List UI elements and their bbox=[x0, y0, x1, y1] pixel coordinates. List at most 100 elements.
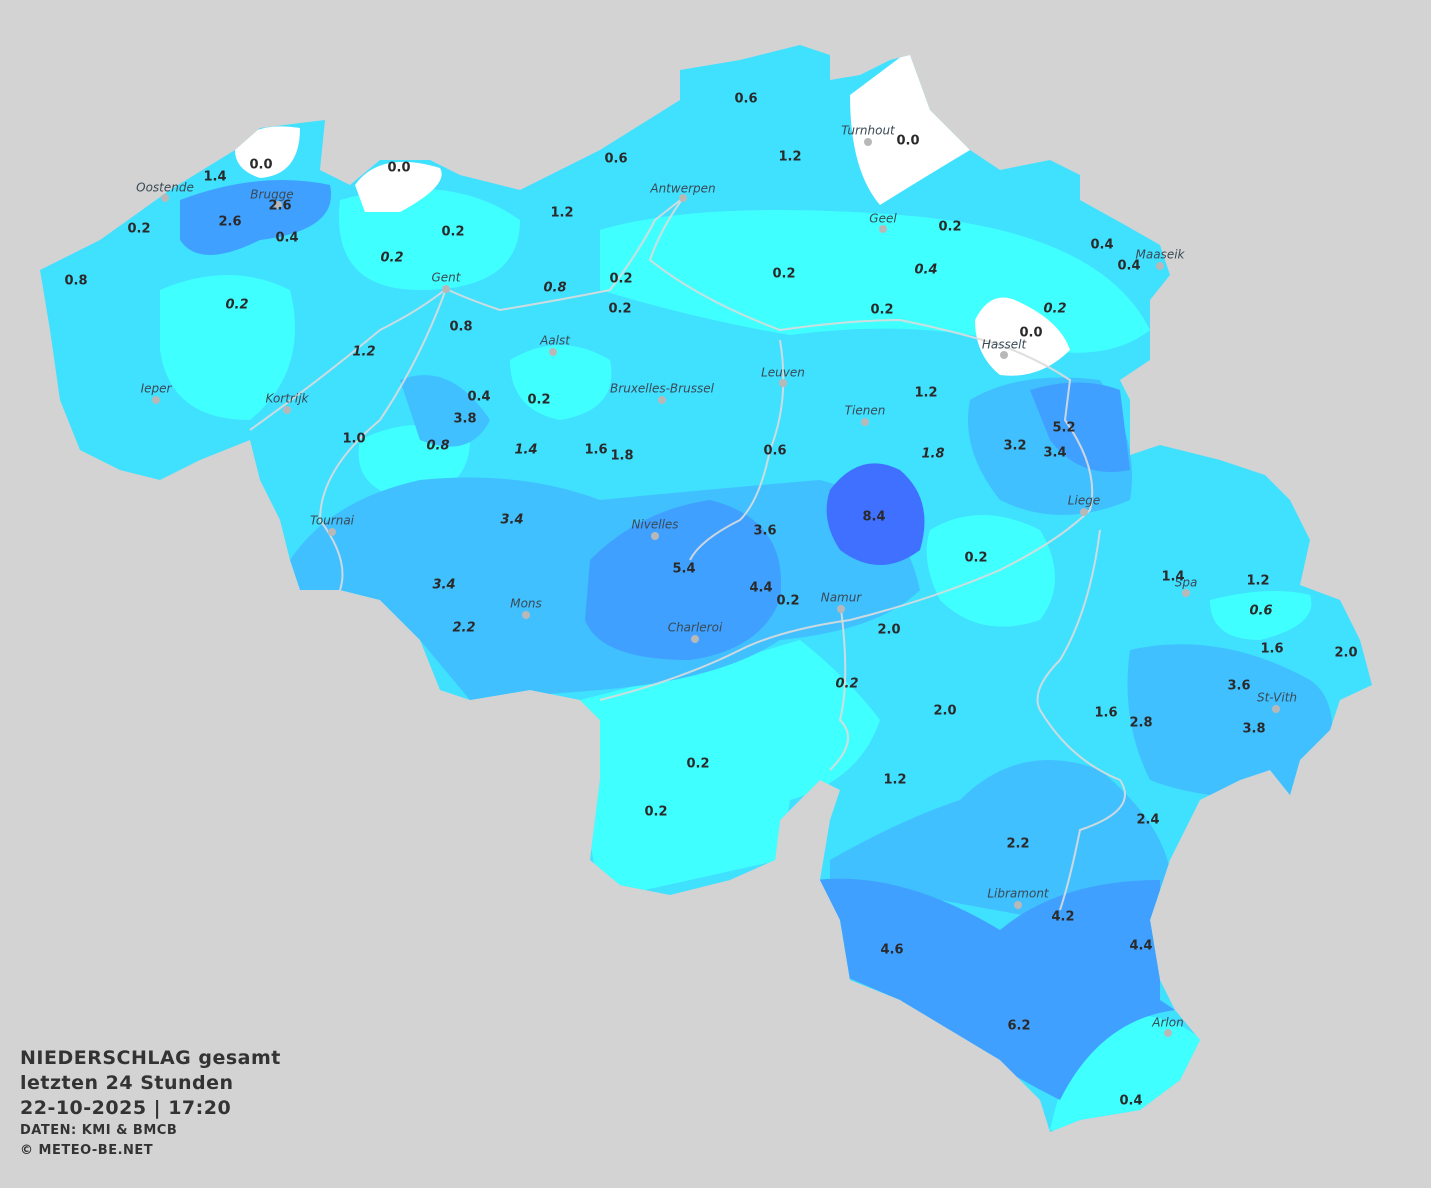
precipitation-value: 1.2 bbox=[1246, 574, 1269, 589]
precipitation-value: 2.2 bbox=[452, 621, 475, 636]
precipitation-value: 1.2 bbox=[352, 345, 375, 360]
precipitation-value: 0.0 bbox=[387, 161, 410, 176]
precipitation-value: 2.0 bbox=[877, 623, 900, 638]
precipitation-value: 3.8 bbox=[1242, 722, 1265, 737]
precipitation-value: 0.4 bbox=[1090, 238, 1113, 253]
precipitation-value: 3.4 bbox=[432, 578, 455, 593]
city-marker bbox=[679, 194, 687, 202]
zone-none bbox=[235, 126, 300, 178]
precipitation-value: 0.4 bbox=[1119, 1094, 1142, 1109]
legend: NIEDERSCHLAG gesamt letzten 24 Stunden 2… bbox=[20, 1046, 281, 1161]
precipitation-value: 1.4 bbox=[1161, 570, 1184, 585]
precipitation-value: 1.2 bbox=[778, 150, 801, 165]
precipitation-value: 4.2 bbox=[1051, 910, 1074, 925]
precipitation-value: 0.2 bbox=[441, 225, 464, 240]
precipitation-value: 8.4 bbox=[862, 510, 885, 525]
precipitation-value: 2.2 bbox=[1006, 837, 1029, 852]
city-marker bbox=[328, 528, 336, 536]
city-marker bbox=[152, 396, 160, 404]
precipitation-value: 0.2 bbox=[609, 272, 632, 287]
city-label: Mons bbox=[510, 597, 542, 611]
precipitation-value: 0.2 bbox=[644, 805, 667, 820]
city-marker bbox=[837, 605, 845, 613]
city-label: St-Vith bbox=[1257, 691, 1297, 705]
precipitation-value: 0.4 bbox=[914, 263, 937, 278]
city-marker bbox=[1272, 705, 1280, 713]
precipitation-value: 0.4 bbox=[275, 231, 298, 246]
precipitation-value: 0.0 bbox=[1019, 326, 1042, 341]
precipitation-value: 0.6 bbox=[604, 152, 627, 167]
precipitation-value: 0.0 bbox=[249, 158, 272, 173]
precipitation-value: 0.2 bbox=[964, 551, 987, 566]
city-label: Antwerpen bbox=[649, 182, 715, 196]
city-marker bbox=[161, 194, 169, 202]
precipitation-value: 0.2 bbox=[776, 594, 799, 609]
precipitation-value: 0.2 bbox=[938, 220, 961, 235]
precipitation-value: 1.8 bbox=[921, 447, 944, 462]
zone-very-low bbox=[510, 345, 612, 420]
precipitation-value: 3.6 bbox=[1227, 679, 1250, 694]
river-line bbox=[249, 197, 1094, 701]
precipitation-value: 3.4 bbox=[1043, 446, 1066, 461]
precipitation-value: 2.6 bbox=[268, 199, 291, 214]
city-marker bbox=[1164, 1029, 1172, 1037]
precipitation-value: 0.8 bbox=[64, 274, 87, 289]
precipitation-value: 0.6 bbox=[763, 444, 786, 459]
precipitation-value: 2.0 bbox=[933, 704, 956, 719]
legend-copyright: © METEO-BE.NET bbox=[20, 1143, 154, 1158]
precipitation-value: 3.8 bbox=[453, 412, 476, 427]
precipitation-value: 0.2 bbox=[686, 757, 709, 772]
precipitation-value: 3.4 bbox=[500, 513, 523, 528]
precipitation-value: 1.4 bbox=[203, 170, 226, 185]
precipitation-value: 0.2 bbox=[127, 222, 150, 237]
city-label: Gent bbox=[432, 271, 462, 285]
city-label: Charleroi bbox=[668, 621, 723, 635]
precipitation-value: 0.6 bbox=[1249, 604, 1272, 619]
precipitation-value: 2.6 bbox=[218, 215, 241, 230]
city-label: Oostende bbox=[136, 181, 194, 195]
precipitation-value: 6.2 bbox=[1007, 1019, 1030, 1034]
zone-very-low bbox=[1210, 591, 1312, 640]
precipitation-value: 0.0 bbox=[896, 134, 919, 149]
zone-very-low bbox=[339, 188, 520, 290]
precipitation-value: 3.2 bbox=[1003, 439, 1026, 454]
precipitation-value: 1.6 bbox=[1260, 642, 1283, 657]
zone-high bbox=[585, 500, 782, 660]
precipitation-value: 0.2 bbox=[225, 298, 248, 313]
river-line bbox=[829, 608, 849, 771]
rivers bbox=[249, 197, 1126, 911]
river-line bbox=[689, 339, 785, 561]
river-line bbox=[1036, 529, 1126, 911]
zone-high bbox=[1030, 382, 1130, 472]
precipitation-value: 2.0 bbox=[1334, 646, 1357, 661]
city-label: Tienen bbox=[845, 404, 886, 418]
precipitation-values: 0.6 1.2 0.0 0.0 1.4 2.6 2.6 0.2 0.4 0.8 0.2 0.0 0.6 1… bbox=[64, 92, 1357, 1109]
city-marker bbox=[1014, 901, 1022, 909]
precipitation-value: 1.2 bbox=[550, 206, 573, 221]
city-marker bbox=[1182, 589, 1190, 597]
legend-title: NIEDERSCHLAG gesamt bbox=[20, 1047, 281, 1069]
precipitation-value: 0.2 bbox=[380, 251, 403, 266]
city-label: Ieper bbox=[141, 382, 173, 396]
zone-none bbox=[975, 297, 1070, 376]
precipitation-value: 4.4 bbox=[749, 581, 772, 596]
city-label: Geel bbox=[869, 212, 897, 226]
city-marker bbox=[549, 348, 557, 356]
precipitation-value: 4.6 bbox=[880, 943, 903, 958]
zone-high bbox=[180, 180, 332, 255]
legend-datetime: 22-10-2025 | 17:20 bbox=[20, 1097, 232, 1119]
cities: Turnhout Oostende Brugge Antwerpen Gent Aalst… bbox=[136, 124, 1297, 1037]
precipitation-value: 2.4 bbox=[1136, 813, 1159, 828]
city-label: Liege bbox=[1068, 494, 1100, 508]
city-marker bbox=[658, 396, 666, 404]
precipitation-value: 0.4 bbox=[1117, 259, 1140, 274]
precipitation-value: 5.4 bbox=[672, 562, 695, 577]
city-label: Libramont bbox=[987, 887, 1050, 901]
zone-none bbox=[355, 161, 442, 212]
precipitation-value: 0.2 bbox=[527, 393, 550, 408]
city-label: Hasselt bbox=[982, 338, 1028, 352]
zone-high bbox=[815, 878, 1175, 1100]
legend-period: letzten 24 Stunden bbox=[20, 1072, 234, 1094]
city-label: Aalst bbox=[539, 334, 571, 348]
